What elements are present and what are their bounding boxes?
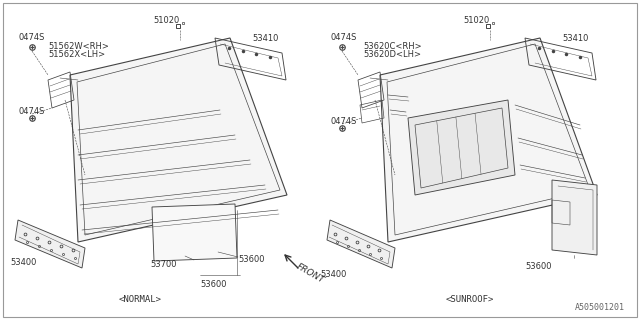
Text: 53620C<RH>: 53620C<RH> <box>363 42 422 51</box>
Polygon shape <box>152 204 237 261</box>
Text: <SUNROOF>: <SUNROOF> <box>446 295 494 304</box>
Text: 53600: 53600 <box>200 280 227 289</box>
Polygon shape <box>15 220 85 268</box>
Polygon shape <box>380 38 597 242</box>
Text: 53410: 53410 <box>252 34 278 43</box>
Text: 0474S: 0474S <box>330 117 356 126</box>
Text: 53600: 53600 <box>238 255 264 264</box>
Text: 0474S: 0474S <box>330 33 356 42</box>
Text: 53620D<LH>: 53620D<LH> <box>363 50 421 59</box>
Text: 51562X<LH>: 51562X<LH> <box>48 50 105 59</box>
Text: 53410: 53410 <box>562 34 588 43</box>
Polygon shape <box>408 100 515 195</box>
Text: FRONT: FRONT <box>295 262 326 285</box>
Text: 0474S: 0474S <box>18 107 44 116</box>
Polygon shape <box>70 38 287 242</box>
Polygon shape <box>327 220 395 268</box>
Text: 51020: 51020 <box>153 16 179 25</box>
Text: 0474S: 0474S <box>18 33 44 42</box>
Polygon shape <box>552 180 597 255</box>
Text: 53600: 53600 <box>525 262 552 271</box>
Text: 51020: 51020 <box>463 16 489 25</box>
Text: 53700: 53700 <box>150 260 177 269</box>
Text: <NORMAL>: <NORMAL> <box>118 295 161 304</box>
Text: 53400: 53400 <box>10 258 36 267</box>
Text: 53400: 53400 <box>320 270 346 279</box>
Text: 51562W<RH>: 51562W<RH> <box>48 42 109 51</box>
Text: A505001201: A505001201 <box>575 303 625 312</box>
